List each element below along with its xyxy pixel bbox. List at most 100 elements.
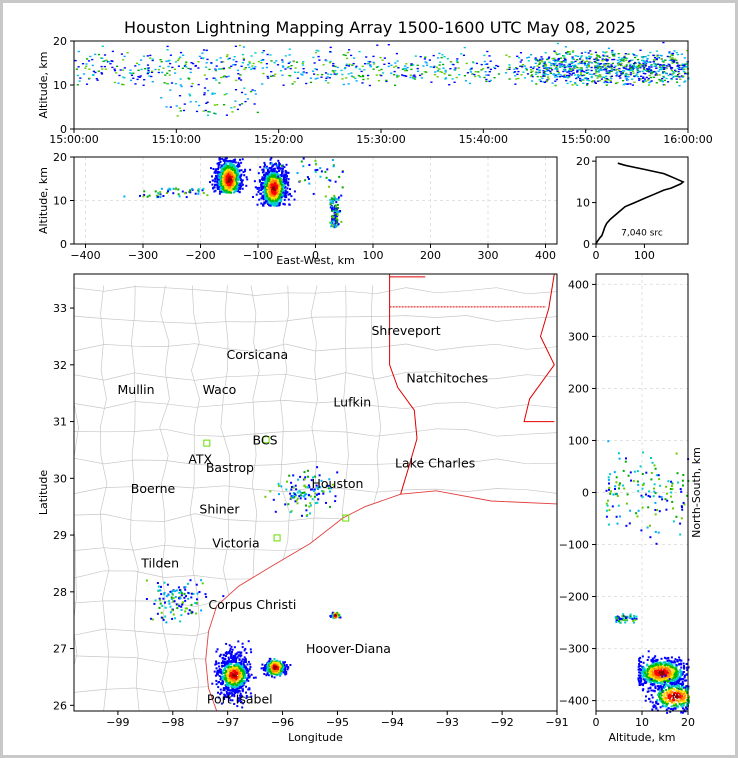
source-point — [330, 201, 333, 204]
source-point — [495, 64, 498, 67]
source-point — [527, 56, 531, 58]
source-point — [286, 66, 289, 69]
source-point — [304, 486, 307, 489]
source-point — [332, 65, 335, 67]
source-point — [221, 191, 224, 194]
source-point — [614, 82, 618, 85]
source-point — [239, 699, 242, 702]
source-point — [613, 58, 616, 61]
source-point — [394, 84, 397, 86]
source-point — [263, 165, 266, 168]
source-point — [563, 75, 566, 77]
source-point — [348, 63, 351, 66]
source-point — [191, 82, 194, 85]
source-point — [235, 673, 238, 675]
source-point — [236, 662, 239, 664]
source-point — [280, 190, 283, 193]
source-point — [482, 68, 485, 70]
source-point — [369, 61, 372, 63]
source-point — [583, 62, 587, 65]
source-point — [590, 66, 593, 69]
source-point — [284, 185, 287, 188]
source-point — [526, 57, 529, 59]
source-point — [269, 186, 272, 189]
county-line — [74, 401, 79, 667]
source-point — [237, 165, 240, 168]
source-point — [135, 62, 139, 64]
source-point — [263, 188, 266, 191]
source-point — [238, 671, 240, 674]
source-point — [297, 71, 300, 73]
source-point — [197, 67, 200, 69]
source-point — [273, 173, 276, 176]
source-point — [625, 59, 628, 61]
source-point — [173, 600, 176, 603]
source-point — [567, 71, 570, 73]
source-point — [517, 77, 520, 80]
source-point — [268, 190, 271, 193]
source-point — [108, 61, 111, 63]
source-point — [223, 169, 226, 172]
source-point — [235, 683, 238, 686]
source-point — [620, 64, 623, 67]
source-point — [568, 69, 571, 72]
source-point — [257, 190, 260, 193]
source-point — [538, 69, 542, 71]
source-point — [270, 173, 273, 175]
source-point — [612, 54, 615, 57]
source-point — [641, 64, 644, 66]
source-point — [570, 74, 573, 76]
source-point — [665, 65, 668, 67]
county-line — [74, 286, 557, 296]
state-boundary — [523, 274, 555, 423]
source-point — [177, 604, 180, 606]
source-point — [668, 65, 671, 67]
source-point — [681, 63, 684, 65]
source-point — [556, 73, 559, 76]
source-point — [285, 670, 288, 673]
source-point — [269, 199, 272, 202]
source-point — [329, 614, 332, 617]
source-point — [167, 600, 170, 603]
source-point — [176, 59, 180, 62]
source-point — [671, 61, 674, 63]
source-point — [416, 67, 419, 70]
source-point — [619, 63, 622, 65]
source-point — [442, 67, 445, 69]
source-point — [605, 70, 608, 72]
source-point — [234, 161, 237, 164]
source-point — [305, 504, 307, 507]
source-point — [283, 178, 286, 181]
source-point — [328, 61, 332, 64]
source-point — [333, 73, 336, 75]
source-point — [190, 603, 193, 606]
source-point — [239, 158, 241, 161]
source-point — [463, 75, 466, 77]
source-point — [272, 661, 275, 664]
source-point — [105, 59, 108, 61]
source-point — [271, 200, 274, 203]
source-point — [243, 661, 246, 663]
source-point — [227, 186, 230, 189]
source-point — [215, 175, 218, 178]
source-point — [332, 71, 336, 73]
source-point — [274, 196, 277, 199]
source-point — [234, 655, 237, 658]
source-point — [674, 69, 677, 72]
source-point — [551, 57, 554, 60]
source-point — [77, 50, 80, 53]
source-point — [443, 73, 446, 75]
source-point — [240, 91, 244, 94]
source-point — [686, 49, 689, 52]
source-point — [598, 63, 601, 65]
source-point — [305, 82, 308, 85]
source-point — [237, 663, 240, 666]
source-point — [659, 64, 662, 66]
source-point — [194, 602, 197, 604]
source-point — [606, 62, 609, 65]
source-point — [580, 73, 583, 75]
source-point — [313, 62, 316, 64]
source-point — [233, 183, 236, 186]
source-point — [278, 203, 281, 206]
source-point — [314, 78, 317, 80]
